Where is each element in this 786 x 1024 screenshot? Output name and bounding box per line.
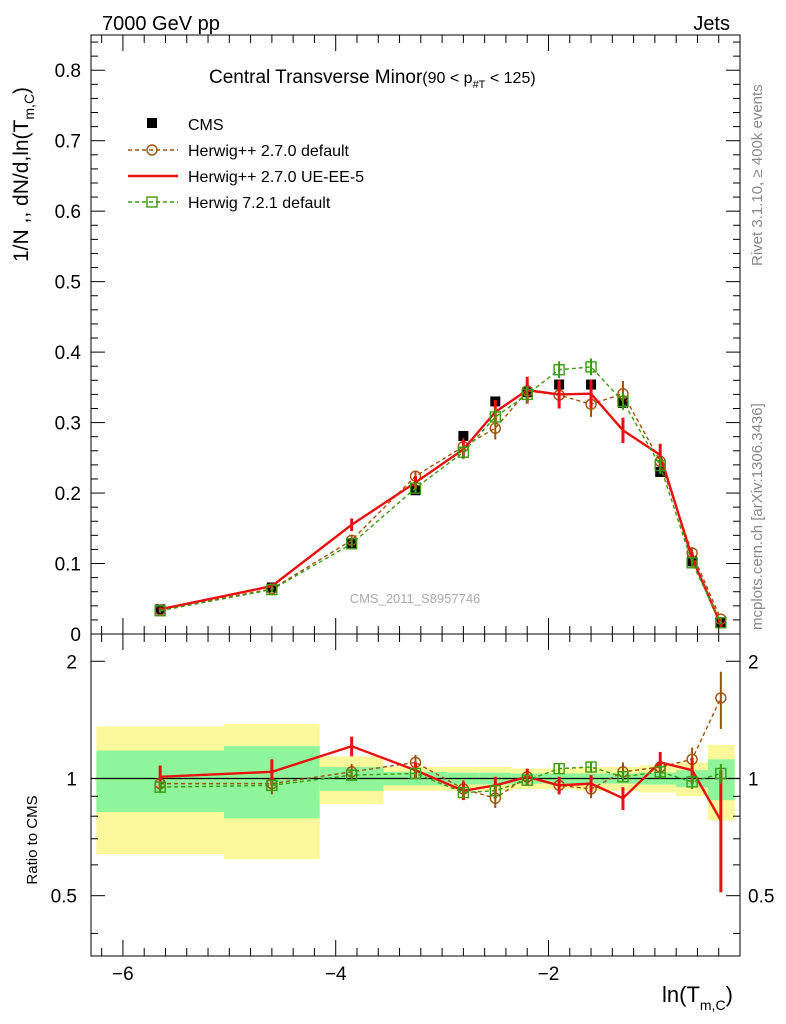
ratio-herwig721-point [409,767,422,780]
ratio-herwig721-point [489,785,501,797]
main-herwig721-point [154,605,166,617]
main-herwig721-point [585,361,597,373]
main-herwig721-point [345,538,358,550]
x-tick-label: −2 [538,964,560,985]
main-herwig721-point [489,411,501,423]
main-ytick-label: 0.5 [55,273,81,294]
main-herwig721-point [266,583,278,596]
legend-herwig721-marker [146,196,158,208]
main-herwig721-point [617,395,629,408]
main-herwig721-point [553,364,565,376]
main-herwig721-line [160,366,722,624]
x-axis-label: ln(Tm,C) [662,982,733,1013]
main-herwig721-point [686,557,698,569]
ratio-ytick-label: 2 [66,652,77,673]
ratio-herwig27-point [715,692,727,704]
main-panel: 0 0.1 0.2 0.3 0.4 0.5 0.6 0.7 0.8 Central Transv… [10,34,741,646]
legend-cms-label: CMS [188,117,224,134]
header-energy: 7000 GeV pp [102,13,220,35]
legend-herwig27-marker [146,144,158,156]
main-herwig721-point [409,482,422,494]
x-tick-label: −6 [112,964,134,985]
header-process: Jets [693,13,730,35]
main-ytick-label: 0.1 [55,555,81,576]
main-ytick-label: 0.6 [55,202,81,223]
chart-title: Central Transverse Minor(90 < p#T < 125) [209,67,536,91]
main-herwig721-point [715,617,727,629]
main-ytick-label: 0.8 [55,61,81,82]
legend-entry-cms: CMS [147,117,224,134]
ratio-herwig721-point [521,774,533,786]
legend-herwig721-label: Herwig 7.2.1 default [188,195,331,212]
ratio-herwig721-point [686,776,698,788]
main-ytick-label: 0 [70,625,81,646]
ratio-ytick-label-right: 2 [748,652,759,673]
legend-entry-herwig27: Herwig++ 2.7.0 default [128,143,350,160]
ratio-herwig721-point [553,762,565,775]
cms-data-point [458,430,469,441]
main-herwig721-point [654,459,666,472]
legend-entry-ueee5: Herwig++ 2.7.0 UE-EE-5 [128,169,364,186]
main-herwig721-point [521,388,533,401]
main-ytick-label: 0.7 [55,132,81,153]
ratio-herwig721-point [585,761,597,773]
ratio-y-axis-label: Ratio to CMS [24,795,41,884]
ratio-herwig721-point [457,786,470,799]
x-tick-label: −4 [325,964,347,985]
ratio-herwig721-point [617,771,629,783]
main-herwig721-point [457,446,470,458]
watermark: CMS_2011_S8957746 [350,591,481,606]
ratio-frame [90,633,741,957]
ratio-herwig721-point [654,766,666,778]
main-ytick-label: 0.3 [55,414,81,435]
legend-ueee5-label: Herwig++ 2.7.0 UE-EE-5 [188,169,364,186]
ratio-ytick-label-right: 1 [748,769,759,790]
ratio-ytick-label: 0.5 [51,887,77,908]
legend: CMS Herwig++ 2.7.0 default Herwig++ 2.7.… [128,117,364,212]
ratio-herwig721-point [715,767,727,780]
side-rivet-label: Rivet 3.1.10, ≥ 400k events [749,84,766,266]
legend-cms-marker [147,118,157,128]
ratio-herwig721-point [266,779,278,792]
y-axis-label: 1/N ,, dN/d,ln(Tm,C) [10,87,37,262]
ratio-ytick-label-right: 0.5 [748,887,774,908]
main-ytick-label: 0.2 [55,484,81,505]
main-ytick-label: 0.4 [55,343,82,364]
legend-entry-herwig721: Herwig 7.2.1 default [128,195,331,212]
ratio-ytick-label: 1 [66,769,77,790]
ratio-panel: 0.5 0.5 1 1 2 2 −6 −4 −2 Ratio to CMS [24,633,774,985]
ratio-herwig721-point [345,769,358,781]
legend-herwig27-label: Herwig++ 2.7.0 default [188,143,350,160]
ratio-herwig721-point [154,781,166,793]
side-mcplots-label: mcplots.cern.ch [arXiv:1306.3436] [749,403,766,630]
